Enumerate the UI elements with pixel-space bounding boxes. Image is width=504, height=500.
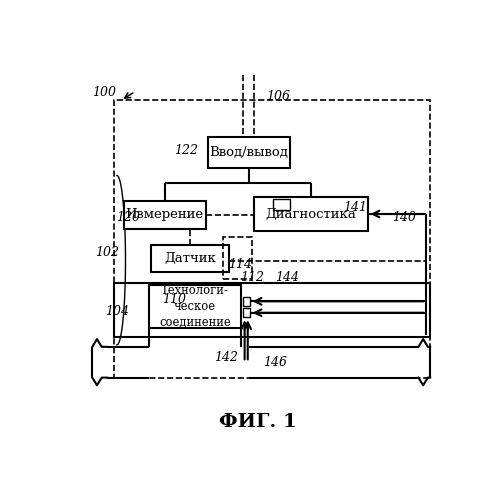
Text: 112: 112 — [240, 271, 264, 284]
Text: 141: 141 — [343, 200, 367, 213]
Bar — [255, 196, 367, 232]
Text: 122: 122 — [174, 144, 198, 157]
Text: 114: 114 — [228, 258, 252, 272]
Text: 144: 144 — [275, 271, 299, 284]
Bar — [242, 296, 249, 306]
Text: 104: 104 — [105, 304, 129, 318]
Bar — [114, 284, 430, 337]
Text: 140: 140 — [392, 210, 416, 224]
Text: ФИГ. 1: ФИГ. 1 — [219, 413, 297, 431]
Bar — [151, 245, 229, 272]
Text: 100: 100 — [92, 86, 116, 99]
Bar — [208, 137, 289, 168]
Text: Диагностика: Диагностика — [266, 208, 356, 220]
Text: 146: 146 — [263, 356, 287, 368]
Bar — [223, 237, 253, 280]
Text: 106: 106 — [266, 90, 290, 103]
Bar — [273, 200, 290, 210]
Bar — [242, 308, 249, 318]
Text: 120: 120 — [116, 210, 140, 224]
Text: Ввод/вывод: Ввод/вывод — [209, 146, 288, 159]
Text: Датчик: Датчик — [164, 252, 216, 265]
Bar — [149, 285, 241, 328]
Bar — [114, 100, 430, 378]
Bar — [123, 200, 206, 230]
Text: 102: 102 — [95, 246, 119, 259]
Text: Измерение: Измерение — [125, 208, 204, 222]
Text: 142: 142 — [215, 350, 238, 364]
Text: 110: 110 — [162, 293, 186, 306]
Text: Технологи-
ческое
соединение: Технологи- ческое соединение — [159, 284, 231, 329]
